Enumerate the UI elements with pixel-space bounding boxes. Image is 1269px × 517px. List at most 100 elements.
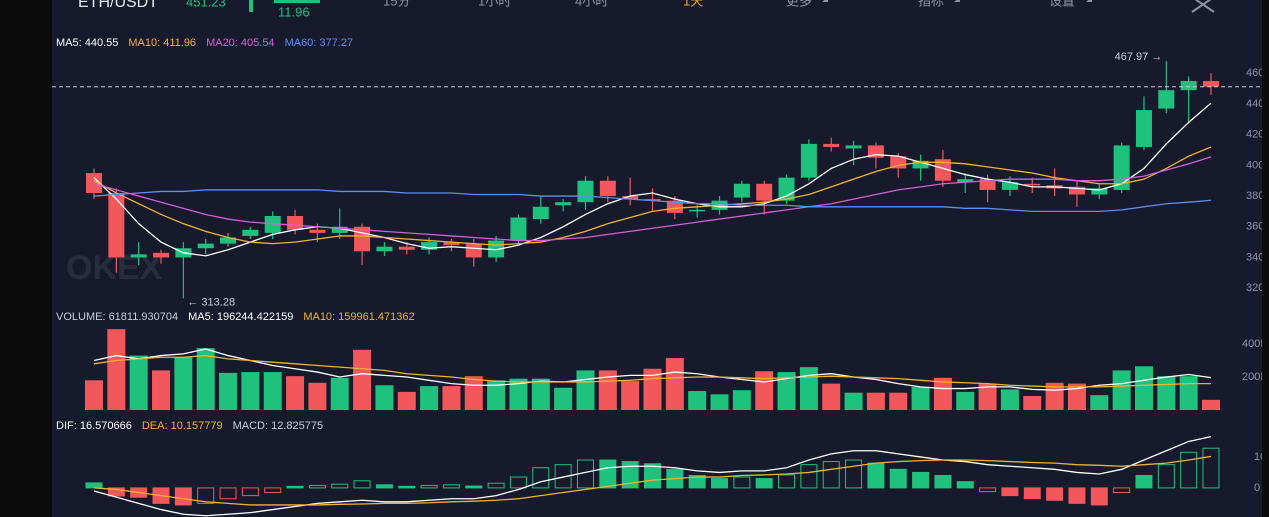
candle-body [354,226,371,252]
volume-bar [1179,376,1198,410]
candle-body [689,209,706,212]
tab[interactable]: 设置 [1049,0,1075,8]
macd-bar [420,484,438,489]
macd-bar [733,476,751,489]
volume-bar [1157,376,1176,410]
volume-bar [777,372,796,410]
ma-line [93,435,1212,517]
macd-bar [286,485,304,489]
macd-bar [107,487,125,497]
legend-entry: DIF: 16.570666 [56,420,132,432]
macd-bar [442,484,460,489]
volume-bar [397,391,416,410]
volume-bar [420,386,439,410]
y-tick-label: 440 [1246,98,1264,110]
macd-bar [822,461,840,489]
candle-body [532,206,549,220]
volume-bar [1090,395,1109,410]
macd-bar [465,485,483,489]
candle-body [86,173,102,193]
macd-bar [845,459,863,489]
legend-entry: MA10: 159961.471362 [303,311,414,323]
candle-body [510,217,527,241]
macd-bar [174,487,192,506]
candle-body [778,177,795,201]
ma-line [93,189,1212,213]
pair: ETH/USDT [78,0,158,11]
y-tick-label: 340 [1246,251,1264,263]
macd-bar [755,478,773,489]
candle-body [130,254,147,258]
tab[interactable]: 15分 [383,0,410,8]
candle-body [287,216,304,230]
candle-body [1203,80,1219,87]
volume-bar [911,386,930,410]
candle-body [1001,182,1018,190]
macd-bar [241,487,259,497]
volume-bar [710,394,729,410]
tab[interactable]: 更多 [786,0,812,8]
tab[interactable]: 4小时 [575,0,608,8]
annotation: 467.97 → [1115,51,1163,63]
legend-entry: MA5: 196244.422159 [188,311,293,323]
legend-entry: VOLUME: 61811.930704 [56,311,178,323]
volume-bar [1134,366,1153,410]
macd-bar [979,487,997,493]
y-tick-label: 380 [1246,190,1264,202]
legend-entry: MA10: 411.96 [128,37,196,49]
macd-bar [532,467,550,489]
candle-body [555,202,572,206]
candle-body [331,226,348,233]
macd-bar [1046,487,1064,501]
macd-bar [1090,487,1108,506]
macd-bar [912,471,930,489]
macd-bar [308,484,326,489]
volume-bar [196,348,215,410]
candle-body [845,145,862,149]
macd-bar [1113,487,1131,494]
macd-bar [1068,487,1086,504]
volume-bar [1000,389,1019,410]
y-tick-label: 400K [1242,338,1268,350]
macd-bar [509,476,527,489]
tab[interactable]: 指标 [918,0,944,8]
candle-body [1024,183,1041,186]
y-tick-label: 420 [1246,129,1264,141]
close-button[interactable] [1191,0,1215,13]
y-tick-label: 200K [1242,371,1268,383]
right-edge [1262,0,1269,517]
candle-body [108,192,125,258]
legend-entry: DEA: 10.157779 [142,420,223,432]
candle-body [421,242,438,250]
candle-body [398,246,415,250]
volume-bar [799,367,818,410]
tab[interactable]: 1天 [683,0,703,8]
candle-body [934,159,951,181]
macd-bar [867,462,885,489]
volume-bar [732,390,751,410]
volume-bar [442,386,461,410]
macd-bar [1202,447,1220,489]
volume-bar [1067,383,1086,410]
macd-bar [1023,487,1041,500]
candle-body [309,229,326,233]
volume-bar [107,329,126,410]
dropdown-icons [822,0,1092,2]
macd-bar [398,485,416,489]
macd-bar [353,480,371,489]
volume-bar [509,378,528,410]
macd-bar [889,468,907,489]
macd-bar [197,487,215,504]
candle-body [197,243,214,249]
candle-body [979,179,996,190]
price: 451.23 [186,0,226,9]
macd-bar [599,459,617,489]
volume-bar [286,376,305,410]
tab[interactable]: 1小时 [478,0,511,8]
candle-body [443,242,460,246]
candle-body [1180,80,1197,91]
macd-bar [956,481,974,489]
macd-bar [621,461,639,489]
volume-bar [219,372,238,410]
